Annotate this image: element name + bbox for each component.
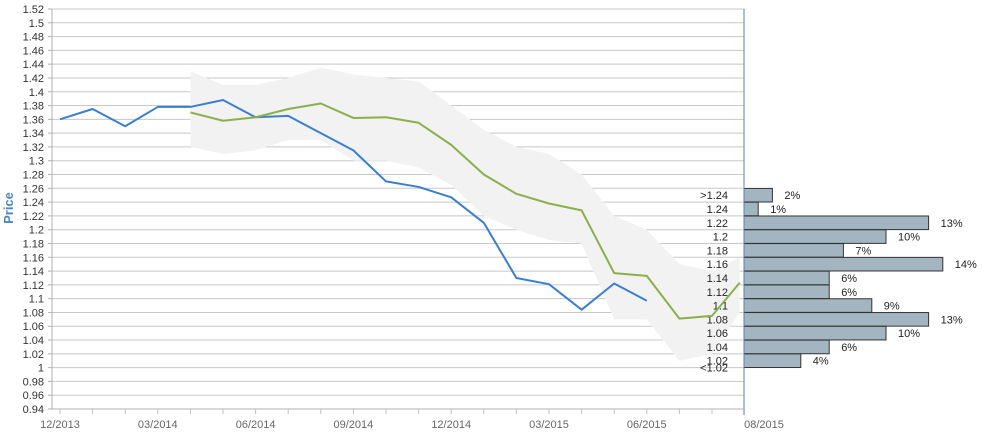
histogram-bin-label: 1.02 [707, 356, 728, 368]
y-tick-label: 1.18 [23, 238, 44, 250]
histogram-bar [743, 187, 773, 203]
histogram-bin-label: 1.08 [707, 314, 728, 326]
forecast-band-area [190, 67, 740, 361]
y-tick-label: 1.34 [23, 128, 44, 140]
histogram-bar [743, 256, 944, 272]
histogram-bin-label: 1.16 [707, 259, 728, 271]
forecast-band [190, 67, 740, 361]
histogram-bin-label: 1.12 [707, 287, 728, 299]
y-tick-label: 1.14 [23, 266, 44, 278]
histogram-percent-label: 7% [855, 245, 871, 257]
histogram-percent-label: 2% [784, 190, 800, 202]
histogram-percent-label: 13% [941, 218, 963, 230]
y-tick-label: 1.36 [23, 114, 44, 126]
histogram-bar [743, 201, 759, 217]
histogram-percent-label: 6% [841, 273, 857, 285]
histogram-bar [743, 229, 887, 244]
histogram-bar [743, 353, 802, 369]
histogram-bin-label: 1.06 [707, 328, 728, 340]
x-tick-label: 09/2014 [334, 419, 374, 431]
y-tick-label: 0.94 [23, 404, 44, 416]
series-line [59, 99, 648, 311]
histogram-bar [743, 270, 830, 286]
y-tick-label: 1.22 [23, 211, 44, 223]
y-tick-label: 1.12 [23, 280, 44, 292]
axes [51, 9, 745, 415]
x-tick-label: 06/2014 [236, 419, 276, 431]
histogram-percent-label: 6% [841, 287, 857, 299]
y-tick-label: 1.44 [23, 59, 44, 71]
histogram-percent-label: 10% [898, 232, 920, 244]
histogram: >1.24 2% 1.24 1% 1.22 13% 1.2 10% 1.18 7% 1.16 14% 1… [700, 187, 977, 375]
histogram-bin-label: 1.24 [707, 204, 728, 216]
histogram-percent-label: 10% [898, 328, 920, 340]
histogram-bar [743, 284, 830, 300]
x-tick-label: 03/2014 [138, 419, 178, 431]
histogram-bar [743, 312, 930, 327]
y-tick-label: 1.08 [23, 307, 44, 319]
histogram-bar [743, 325, 887, 341]
y-tick-label: 1 [38, 363, 44, 375]
y-tick-label: 1.28 [23, 170, 44, 182]
histogram-percent-label: 4% [813, 356, 829, 368]
y-tick-label: 1.26 [23, 183, 44, 195]
histogram-bin-label: 1.14 [707, 273, 728, 285]
histogram-bin-label: 1.2 [713, 232, 728, 244]
histogram-percent-label: 13% [941, 314, 963, 326]
y-tick-label: 1.16 [23, 252, 44, 264]
histogram-bin-label: <1.02 [700, 363, 728, 375]
series-line [190, 102, 741, 320]
x-axis-ticks: 12/2013 03/2014 06/2014 09/2014 12/2014 03/20… [40, 409, 784, 431]
y-tick-label: 1.4 [29, 87, 44, 99]
histogram-bin-label: 1.22 [707, 218, 728, 230]
y-axis-ticks: 1.52 1.5 1.481.46 1.44 1.42 1.4 1.381.36 1.34 1.… [23, 4, 52, 416]
histogram-percent-label: 14% [955, 259, 977, 271]
histogram-bin-label: 1.18 [707, 245, 728, 257]
histogram-bin-label: 1.04 [707, 342, 728, 354]
y-axis-label: Price [1, 192, 16, 224]
histogram-bar [743, 339, 830, 355]
y-tick-label: 1.3 [29, 156, 44, 168]
y-tick-label: 1.02 [23, 349, 44, 361]
x-tick-label: 08/2015 [744, 419, 784, 431]
y-tick-label: 1.1 [29, 294, 44, 306]
y-tick-label: 1.06 [23, 321, 44, 333]
series-lines [59, 99, 741, 320]
y-tick-label: 1.52 [23, 4, 44, 16]
histogram-bin-label: >1.24 [700, 190, 728, 202]
grid-lines [52, 8, 744, 410]
x-tick-label: 06/2015 [627, 419, 667, 431]
x-tick-label: 12/2014 [431, 419, 471, 431]
y-tick-label: 1.48 [23, 32, 44, 44]
histogram-bar [743, 215, 930, 231]
x-tick-label: 03/2015 [529, 419, 569, 431]
y-tick-label: 0.96 [23, 390, 44, 402]
y-tick-label: 1.24 [23, 197, 44, 209]
y-tick-label: 0.98 [23, 376, 44, 388]
y-tick-label: 1.04 [23, 335, 44, 347]
histogram-bar [743, 298, 873, 313]
x-tick-label: 12/2013 [40, 419, 80, 431]
histogram-percent-label: 6% [841, 342, 857, 354]
y-tick-label: 1.2 [29, 225, 44, 237]
y-tick-label: 1.42 [23, 73, 44, 85]
y-tick-label: 1.38 [23, 101, 44, 113]
histogram-percent-label: 1% [770, 204, 786, 216]
y-tick-label: 1.5 [29, 18, 44, 30]
y-tick-label: 1.32 [23, 142, 44, 154]
y-tick-label: 1.46 [23, 45, 44, 57]
histogram-percent-label: 9% [884, 301, 900, 313]
histogram-bar [743, 243, 844, 258]
